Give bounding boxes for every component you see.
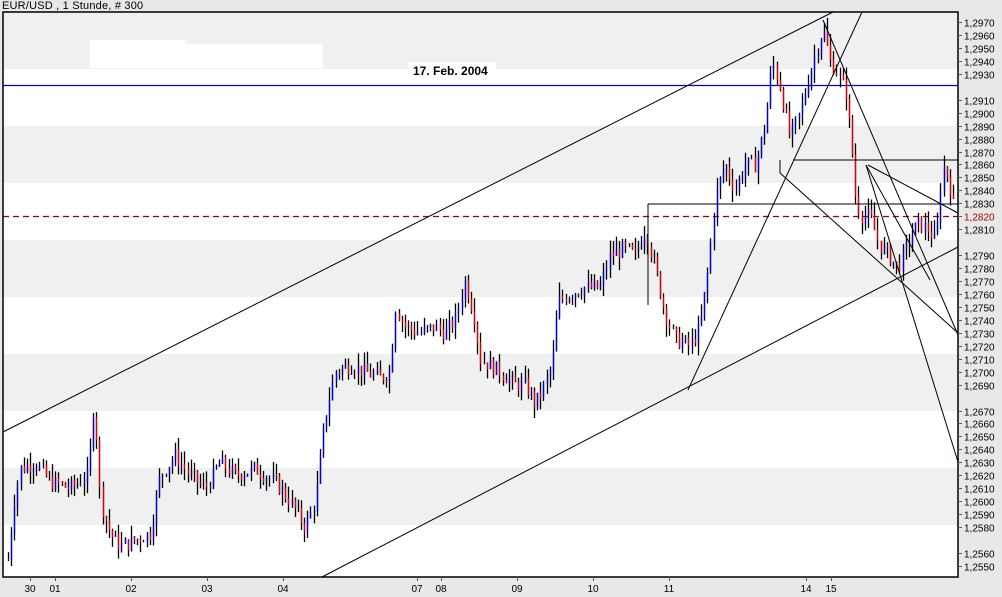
price-tick-label: 1,2660 <box>964 420 995 431</box>
band <box>3 183 958 240</box>
price-tick-label: 1,2610 <box>964 485 995 496</box>
date-tick-label: 08 <box>435 584 447 595</box>
price-tick-label: 1,2550 <box>964 563 995 574</box>
date-annotation-box <box>408 62 496 79</box>
price-tick-label: 1,2670 <box>964 408 995 419</box>
price-tick-label: 1,2950 <box>964 45 995 56</box>
price-tick-label: 1,2880 <box>964 136 995 147</box>
date-tick-label: 01 <box>49 584 61 595</box>
steep-support-line <box>687 11 863 391</box>
price-tick-label: 1,2860 <box>964 161 995 172</box>
wedge-lower <box>865 164 931 281</box>
price-tick-label: 1,2910 <box>964 97 995 108</box>
price-tick-label: 1,2930 <box>964 71 995 82</box>
date-tick-label: 02 <box>125 584 137 595</box>
date-tick-label: 07 <box>411 584 423 595</box>
wedge-upper <box>867 164 959 214</box>
price-axis: 1,2970 1,2960 1,2950 1,2940 1,2930 1,2910 1,29… <box>958 19 995 574</box>
time-axis: 30 01 02 03 04 07 08 09 10 11 14 15 <box>24 577 837 595</box>
price-tick-label: 1,2900 <box>964 110 995 121</box>
price-tick-label: 1,2630 <box>964 459 995 470</box>
date-tick-label: 14 <box>800 584 812 595</box>
price-tick-label: 1,2620 <box>964 472 995 483</box>
price-tick-label: 1,2600 <box>964 498 995 509</box>
horizontal-lines <box>3 84 958 218</box>
price-bars <box>7 17 955 567</box>
date-annotation: 17. Feb. 2004 <box>413 64 488 78</box>
price-tick-label: 1,2850 <box>964 174 995 185</box>
date-tick-label: 04 <box>277 584 289 595</box>
price-tick-label: 1,2730 <box>964 330 995 341</box>
background-bands <box>3 12 958 577</box>
price-tick-label: 1,2700 <box>964 369 995 380</box>
price-tick-label: 1,2890 <box>964 123 995 134</box>
date-tick-label: 15 <box>825 584 837 595</box>
upper-channel-line <box>2 11 834 433</box>
band <box>3 468 958 525</box>
price-tick-label: 1,2710 <box>964 356 995 367</box>
date-tick-label: 03 <box>201 584 213 595</box>
chart-title: EUR/USD , 1 Stunde, # 300 <box>2 0 144 12</box>
annotation-box-2 <box>95 44 323 68</box>
price-tick-label: 1,2740 <box>964 317 995 328</box>
price-tick-label: 1,2650 <box>964 433 995 444</box>
price-tick-label: 1,2840 <box>964 187 995 198</box>
fan-line-2 <box>865 164 959 463</box>
date-tick-label: 30 <box>24 584 36 595</box>
price-tick-label: 1,2960 <box>964 32 995 43</box>
price-tick-label: 1,2830 <box>964 200 995 211</box>
price-tick-label: 1,2690 <box>964 382 995 393</box>
band <box>3 126 958 183</box>
fan-line-3 <box>779 172 959 334</box>
price-tick-label: 1,2970 <box>964 19 995 30</box>
price-tick-label: 1,2770 <box>964 278 995 289</box>
price-tick-label: 1,2640 <box>964 446 995 457</box>
price-tick-label: 1,2590 <box>964 511 995 522</box>
price-tick-label: 1,2820 <box>964 213 995 224</box>
band <box>3 411 958 468</box>
price-tick-label: 1,2870 <box>964 149 995 160</box>
price-tick-label: 1,2720 <box>964 343 995 354</box>
price-tick-label: 1,2780 <box>964 265 995 276</box>
price-tick-label: 1,2580 <box>964 524 995 535</box>
price-tick-label: 1,2810 <box>964 226 995 237</box>
lower-channel-line <box>321 246 959 578</box>
price-tick-label: 1,2750 <box>964 304 995 315</box>
band <box>3 525 958 577</box>
trendlines <box>2 11 959 578</box>
band <box>3 240 958 297</box>
date-tick-label: 09 <box>511 584 523 595</box>
price-tick-label: 1,2760 <box>964 291 995 302</box>
date-tick-label: 10 <box>587 584 599 595</box>
price-tick-label: 1,2560 <box>964 550 995 561</box>
price-tick-label: 1,2790 <box>964 252 995 263</box>
date-tick-label: 11 <box>664 584 675 595</box>
price-tick-label: 1,2940 <box>964 58 995 69</box>
